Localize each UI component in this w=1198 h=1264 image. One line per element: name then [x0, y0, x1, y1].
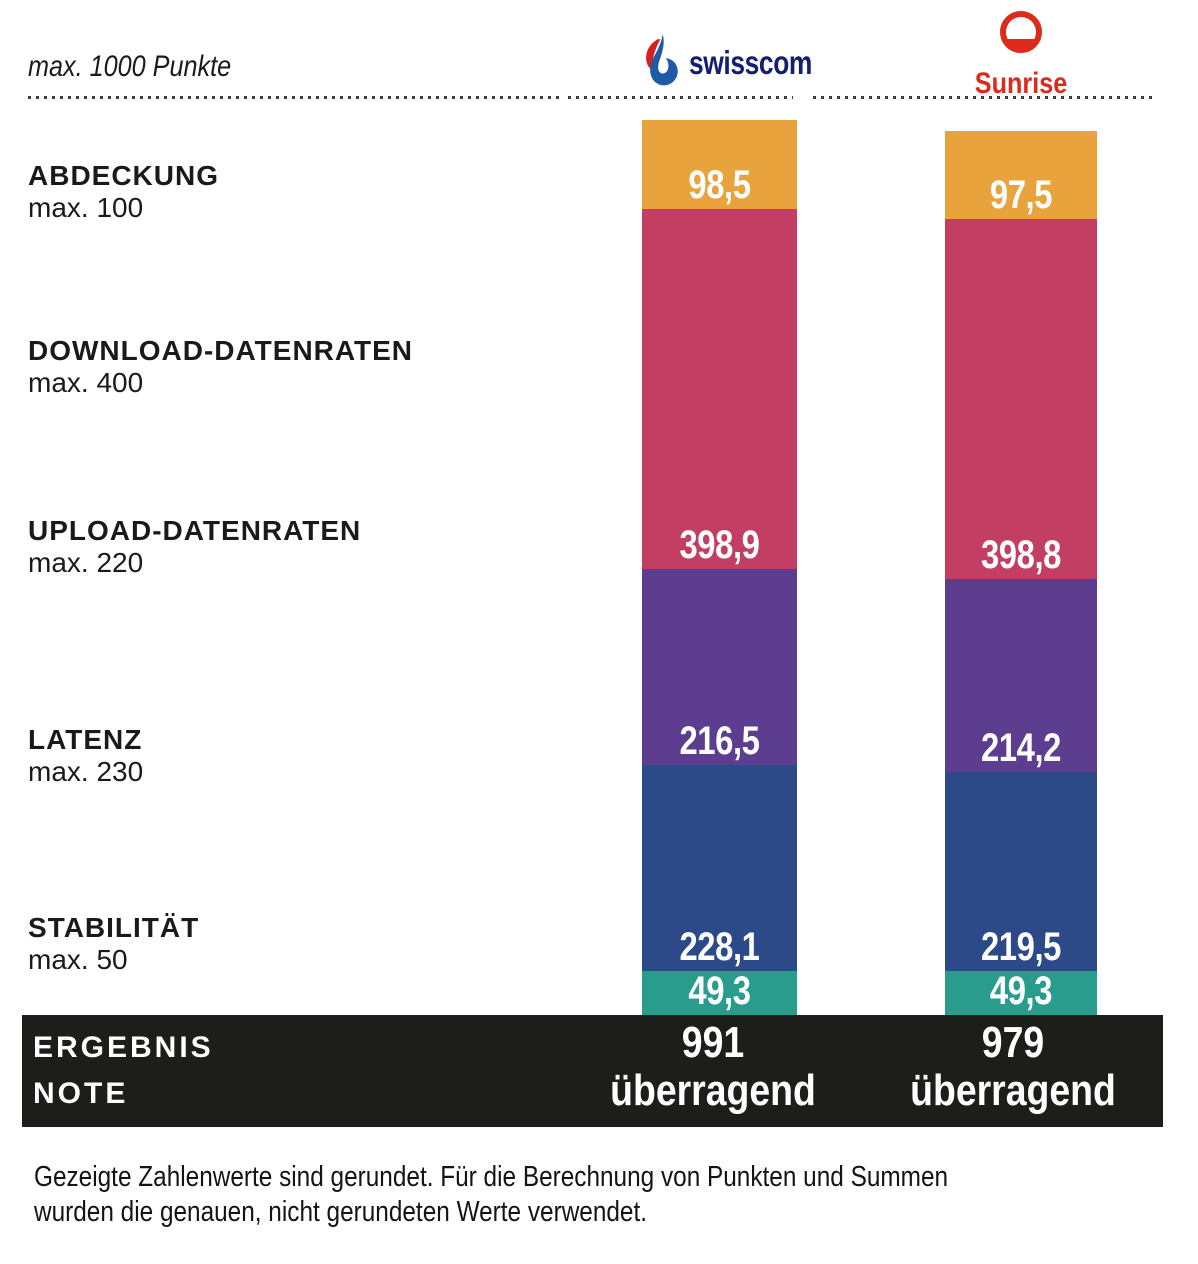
category-row-latenz: LATENZ max. 230 — [28, 724, 143, 787]
dotted-rule-swisscom — [568, 96, 793, 99]
category-row-download-datenraten: DOWNLOAD-DATENRATEN max. 400 — [28, 335, 413, 398]
swisscom-icon — [638, 31, 680, 94]
result-grade-swisscom: überragend — [610, 1066, 816, 1115]
sunrise-logo: Sunrise — [945, 8, 1097, 101]
bar-segment-sunrise-abdeckung: 97,5 — [945, 130, 1097, 219]
page-title: max. 1000 Punkte — [28, 50, 232, 83]
result-score-sunrise: 979 — [981, 1018, 1045, 1067]
bar-value-label: 97,5 — [989, 172, 1053, 217]
bar-segment-swisscom-download-datenraten: 398,9 — [642, 208, 797, 569]
footnote: Gezeigte Zahlenwerte sind gerundet. Für … — [34, 1160, 948, 1230]
dotted-rule-sunrise — [813, 96, 1157, 99]
category-row-abdeckung: ABDECKUNG max. 100 — [28, 160, 219, 223]
results-bar: ERGEBNIS NOTE 991 überragend 979 überrag… — [22, 1015, 1163, 1127]
category-name: DOWNLOAD-DATENRATEN — [28, 335, 414, 366]
sunrise-wordmark: Sunrise — [974, 67, 1068, 100]
result-grade-sunrise: überragend — [910, 1066, 1116, 1115]
result-column-swisscom: 991 überragend — [543, 1019, 883, 1115]
bar-value-label: 214,2 — [980, 726, 1062, 771]
bar-value-label: 398,8 — [980, 532, 1062, 577]
results-row-label-note: NOTE — [33, 1077, 129, 1110]
bar-sunrise: 97,5 398,8 214,2 219,5 49,3 — [945, 130, 1097, 1015]
bar-value-label: 98,5 — [688, 162, 751, 207]
bar-segment-swisscom-abdeckung: 98,5 — [642, 119, 797, 209]
category-max-label: max. 220 — [28, 547, 144, 578]
bar-value-label: 216,5 — [679, 718, 760, 763]
result-score-swisscom: 991 — [681, 1018, 745, 1067]
bar-segment-sunrise-stabilit-t: 49,3 — [945, 969, 1097, 1015]
category-name: UPLOAD-DATENRATEN — [28, 515, 362, 546]
category-row-upload-datenraten: UPLOAD-DATENRATEN max. 220 — [28, 515, 361, 578]
bar-segment-swisscom-stabilit-t: 49,3 — [642, 969, 797, 1015]
category-max-label: max. 400 — [28, 367, 144, 398]
bar-segment-sunrise-download-datenraten: 398,8 — [945, 218, 1097, 579]
results-row-labels: ERGEBNIS NOTE — [33, 1025, 214, 1117]
category-max-label: max. 230 — [28, 756, 144, 787]
footnote-line-1: Gezeigte Zahlenwerte sind gerundet. Für … — [34, 1161, 949, 1193]
swisscom-wordmark: swisscom — [689, 43, 812, 81]
category-row-stabilit-t: STABILITÄT max. 50 — [28, 912, 199, 975]
category-name: LATENZ — [28, 724, 143, 755]
category-max-label: max. 50 — [28, 944, 128, 975]
category-name: STABILITÄT — [28, 912, 200, 943]
category-name: ABDECKUNG — [28, 160, 219, 191]
results-row-label-ergebnis: ERGEBNIS — [33, 1031, 214, 1064]
bar-swisscom: 98,5 398,9 216,5 228,1 49,3 — [642, 119, 797, 1015]
swisscom-logo: swisscom — [638, 31, 843, 94]
bar-segment-swisscom-upload-datenraten: 216,5 — [642, 569, 797, 765]
bar-value-label: 219,5 — [980, 924, 1062, 969]
sunrise-icon — [997, 8, 1045, 63]
bar-segment-swisscom-latenz: 228,1 — [642, 764, 797, 971]
result-column-sunrise: 979 überragend — [843, 1019, 1183, 1115]
dotted-rule-left — [28, 96, 560, 99]
bar-value-label: 398,9 — [679, 523, 760, 567]
bar-value-label: 49,3 — [688, 969, 751, 1013]
bar-value-label: 228,1 — [679, 924, 760, 969]
bar-segment-sunrise-upload-datenraten: 214,2 — [945, 578, 1097, 773]
category-max-label: max. 100 — [28, 192, 144, 223]
bar-value-label: 49,3 — [989, 969, 1053, 1013]
footnote-line-2: wurden die genauen, nicht gerundeten Wer… — [34, 1196, 648, 1228]
bar-segment-sunrise-latenz: 219,5 — [945, 772, 1097, 971]
